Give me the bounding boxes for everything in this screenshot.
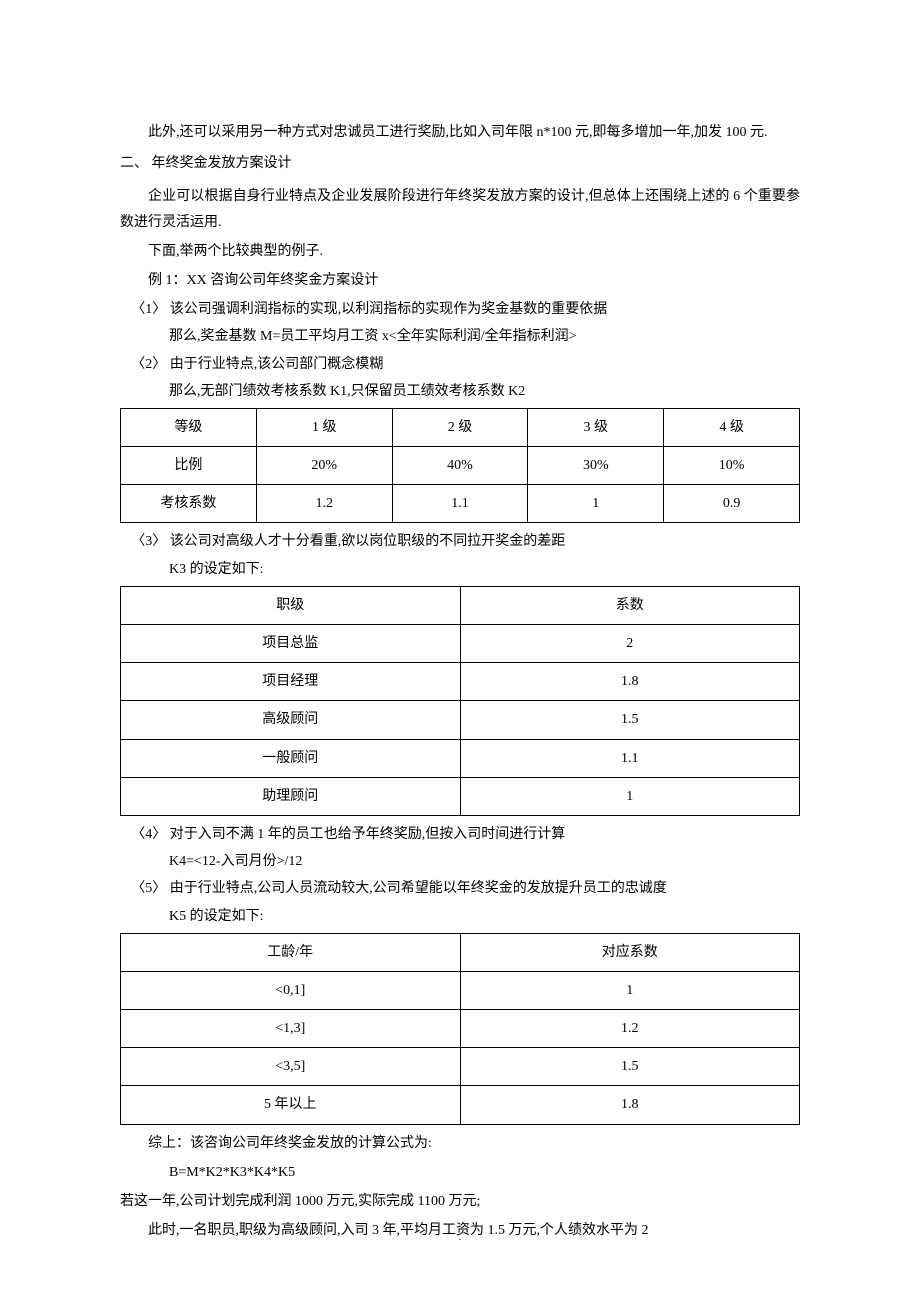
formula: B=M*K2*K3*K4*K5: [120, 1160, 800, 1185]
table-cell: 30%: [528, 447, 664, 485]
page-footer: .: [0, 1229, 920, 1247]
paragraph: 例 1：XX 咨询公司年终奖金方案设计: [120, 268, 800, 293]
table-cell: 对应系数: [460, 933, 800, 971]
table-cell: 职级: [121, 586, 461, 624]
table-cell: 4 级: [664, 408, 800, 446]
paragraph: 下面,举两个比较典型的例子.: [120, 239, 800, 264]
table-row: 高级顾问 1.5: [121, 701, 800, 739]
table-cell: 1: [528, 485, 664, 523]
table-k5: 工龄/年 对应系数 <0,1] 1 <1,3] 1.2 <3,5] 1.5 5 …: [120, 933, 800, 1125]
table-row: 等级 1 级 2 级 3 级 4 级: [121, 408, 800, 446]
list-subtext: K5 的设定如下:: [120, 904, 800, 929]
table-cell: 比例: [121, 447, 257, 485]
table-row: <0,1] 1: [121, 971, 800, 1009]
list-subtext: 那么,奖金基数 M=员工平均月工资 x<全年实际利润/全年指标利润>: [120, 324, 800, 349]
table-cell: <0,1]: [121, 971, 461, 1009]
list-item: 〈5〉 由于行业特点,公司人员流动较大,公司希望能以年终奖金的发放提升员工的忠诚…: [120, 876, 800, 901]
table-cell: 考核系数: [121, 485, 257, 523]
table-cell: <1,3]: [121, 1010, 461, 1048]
paragraph: 此外,还可以采用另一种方式对忠诚员工进行奖励,比如入司年限 n*100 元,即每…: [120, 120, 800, 145]
list-subtext: 那么,无部门绩效考核系数 K1,只保留员工绩效考核系数 K2: [120, 379, 800, 404]
table-cell: 1: [460, 971, 800, 1009]
table-cell: 1.2: [256, 485, 392, 523]
list-item: 〈3〉 该公司对高级人才十分看重,欲以岗位职级的不同拉开奖金的差距: [120, 529, 800, 554]
table-cell: 1.8: [460, 663, 800, 701]
paragraph: 若这一年,公司计划完成利润 1000 万元,实际完成 1100 万元;: [120, 1189, 800, 1214]
table-cell: 5 年以上: [121, 1086, 461, 1124]
section-heading: 二、 年终奖金发放方案设计: [120, 151, 800, 176]
table-cell: 2: [460, 625, 800, 663]
table-cell: 等级: [121, 408, 257, 446]
table-k2: 等级 1 级 2 级 3 级 4 级 比例 20% 40% 30% 10% 考核…: [120, 408, 800, 524]
table-cell: 1 级: [256, 408, 392, 446]
list-item: 〈2〉 由于行业特点,该公司部门概念模糊: [120, 352, 800, 377]
table-row: 助理顾问 1: [121, 777, 800, 815]
paragraph-summary: 综上：该咨询公司年终奖金发放的计算公式为:: [120, 1131, 800, 1156]
table-row: 一般顾问 1.1: [121, 739, 800, 777]
table-row: 比例 20% 40% 30% 10%: [121, 447, 800, 485]
table-cell: 一般顾问: [121, 739, 461, 777]
table-row: 项目经理 1.8: [121, 663, 800, 701]
table-cell: 1: [460, 777, 800, 815]
table-cell: 10%: [664, 447, 800, 485]
table-cell: 项目经理: [121, 663, 461, 701]
table-cell: 项目总监: [121, 625, 461, 663]
paragraph: 企业可以根据自身行业特点及企业发展阶段进行年终奖发放方案的设计,但总体上还围绕上…: [120, 184, 800, 234]
table-row: 职级 系数: [121, 586, 800, 624]
table-cell: 1.5: [460, 1048, 800, 1086]
table-row: <1,3] 1.2: [121, 1010, 800, 1048]
table-cell: 40%: [392, 447, 528, 485]
list-subtext: K3 的设定如下:: [120, 557, 800, 582]
table-cell: 3 级: [528, 408, 664, 446]
table-cell: 工龄/年: [121, 933, 461, 971]
table-row: <3,5] 1.5: [121, 1048, 800, 1086]
table-row: 工龄/年 对应系数: [121, 933, 800, 971]
document-page: 此外,还可以采用另一种方式对忠诚员工进行奖励,比如入司年限 n*100 元,即每…: [0, 0, 920, 1307]
table-k3: 职级 系数 项目总监 2 项目经理 1.8 高级顾问 1.5 一般顾问 1.1 …: [120, 586, 800, 816]
list-item: 〈1〉 该公司强调利润指标的实现,以利润指标的实现作为奖金基数的重要依据: [120, 297, 800, 322]
table-cell: 2 级: [392, 408, 528, 446]
table-cell: 高级顾问: [121, 701, 461, 739]
list-subtext: K4=<12-入司月份>/12: [120, 849, 800, 874]
table-row: 考核系数 1.2 1.1 1 0.9: [121, 485, 800, 523]
table-cell: 系数: [460, 586, 800, 624]
table-cell: 1.1: [392, 485, 528, 523]
table-cell: 0.9: [664, 485, 800, 523]
table-cell: <3,5]: [121, 1048, 461, 1086]
table-cell: 1.8: [460, 1086, 800, 1124]
table-row: 项目总监 2: [121, 625, 800, 663]
table-cell: 1.5: [460, 701, 800, 739]
table-cell: 助理顾问: [121, 777, 461, 815]
table-cell: 1.2: [460, 1010, 800, 1048]
list-item: 〈4〉 对于入司不满 1 年的员工也给予年终奖励,但按入司时间进行计算: [120, 822, 800, 847]
table-cell: 20%: [256, 447, 392, 485]
table-row: 5 年以上 1.8: [121, 1086, 800, 1124]
table-cell: 1.1: [460, 739, 800, 777]
